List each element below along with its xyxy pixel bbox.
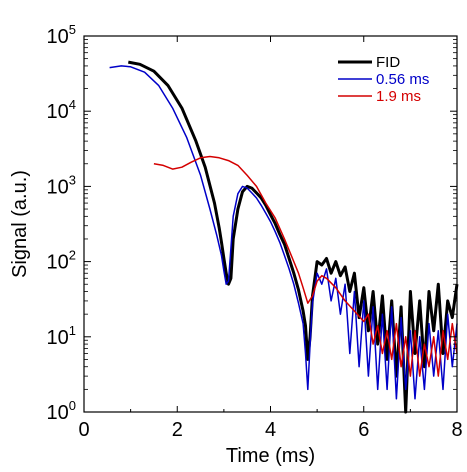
x-tick-label: 8 (451, 419, 462, 441)
x-tick-label: 0 (78, 419, 89, 441)
y-tick-label: 105 (47, 22, 76, 48)
y-tick-label: 102 (47, 248, 76, 274)
series-line-2 (153, 155, 458, 377)
y-tick-label: 104 (47, 97, 76, 123)
x-axis-label: Time (ms) (226, 445, 315, 467)
y-tick-label: 101 (47, 323, 76, 349)
y-axis-label: Signal (a.u.) (9, 170, 31, 278)
y-tick-label: 100 (47, 398, 76, 424)
legend-label: 1.9 ms (376, 88, 421, 105)
x-axis: 0 2 4 6 8 (78, 36, 463, 441)
legend-label: FID (376, 54, 400, 71)
x-tick-label: 4 (265, 419, 276, 441)
x-tick-label: 2 (172, 419, 183, 441)
series-line-1 (109, 65, 458, 400)
legend-label: 0.56 ms (376, 71, 429, 88)
y-tick-label: 103 (47, 172, 76, 198)
plot-series (109, 60, 459, 414)
x-tick-label: 6 (358, 419, 369, 441)
y-axis: 100 101 102 103 104 105 (47, 22, 457, 424)
